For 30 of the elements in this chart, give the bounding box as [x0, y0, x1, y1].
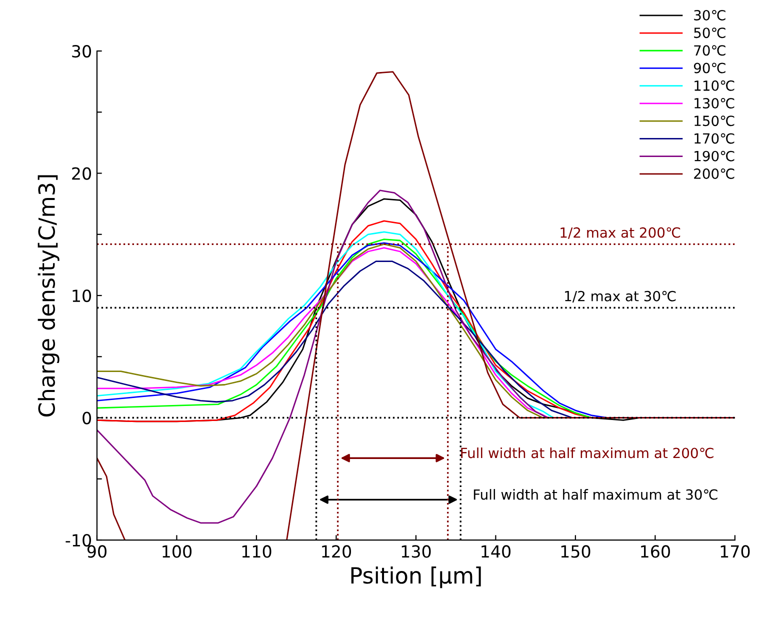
- y-tick-label: 30: [72, 44, 92, 58]
- x-tick-label: 150: [561, 545, 590, 558]
- y-tick-label: -10: [66, 534, 92, 547]
- legend-label: 200℃: [694, 168, 734, 179]
- x-tick-label: 160: [641, 545, 670, 558]
- x-tick-label: 100: [162, 545, 192, 558]
- legend-label: 90℃: [694, 62, 726, 74]
- x-tick-label: 110: [242, 545, 272, 558]
- legend-label: 30℃: [694, 10, 726, 20]
- y-tick-label: 10: [72, 289, 92, 302]
- y-tick-label: 0: [82, 412, 92, 424]
- legend-label: 110℃: [694, 80, 734, 91]
- x-tick-label: 140: [482, 545, 510, 558]
- x-axis-title: Psition [μm]: [351, 566, 481, 588]
- ref-line-label: Full width at half maximum at 200℃: [461, 447, 714, 458]
- ref-line-label: Full width at half maximum at 30℃: [474, 489, 718, 500]
- x-tick-label: 120: [322, 545, 352, 558]
- legend-label: 170℃: [694, 133, 734, 144]
- y-axis-title: Charge density[C/m3]: [38, 175, 60, 416]
- legend-label: 70℃: [694, 45, 726, 56]
- x-tick-label: 90: [87, 545, 106, 558]
- legend-label: 150℃: [694, 116, 734, 126]
- ref-line-label: 1/2 max at 30℃: [565, 290, 676, 302]
- x-tick-label: 170: [720, 545, 750, 558]
- x-tick-label: 130: [402, 545, 431, 558]
- ref-line-label: 1/2 max at 200℃: [560, 227, 680, 239]
- y-tick-label: 20: [72, 167, 92, 180]
- legend-label: 190℃: [694, 150, 734, 162]
- legend-label: 130℃: [694, 98, 734, 109]
- legend-label: 50℃: [694, 28, 726, 38]
